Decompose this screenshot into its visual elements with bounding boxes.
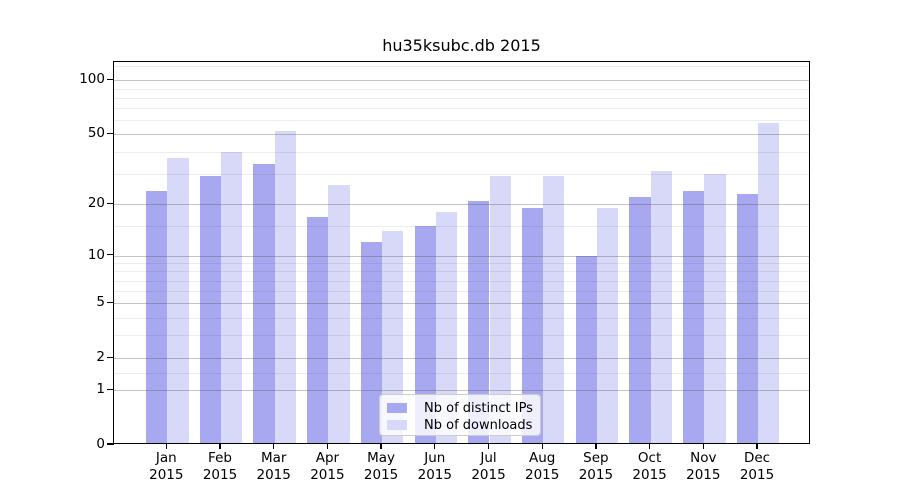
- bar-distinct-ips-may: [360, 242, 383, 443]
- bar-distinct-ips-feb: [199, 176, 221, 443]
- x-tick-label-nov: Nov 2015: [686, 450, 721, 483]
- x-tick-label-aug: Aug 2015: [525, 450, 560, 483]
- y-tick-label: 10: [87, 246, 105, 263]
- bar-distinct-ips-jun: [414, 225, 436, 443]
- legend-label: Nb of distinct IPs: [424, 400, 533, 416]
- legend-swatch-downloads: [387, 420, 407, 430]
- y-tick-label: 1: [96, 381, 105, 398]
- minor-gridline: [114, 97, 809, 99]
- minor-gridline: [114, 66, 809, 68]
- x-tick-mark: [434, 444, 436, 449]
- x-tick-label-mar: Mar 2015: [256, 450, 291, 483]
- x-tick-mark: [541, 444, 543, 449]
- bar-distinct-ips-oct: [629, 197, 651, 443]
- x-tick-mark: [380, 444, 382, 449]
- bar-downloads-jun: [435, 212, 458, 443]
- legend-item-distinct-ips: Nb of distinct IPs: [387, 400, 533, 416]
- bar-distinct-ips-jul: [468, 200, 490, 443]
- legend-item-downloads: Nb of downloads: [387, 417, 533, 433]
- y-tick-label: 100: [79, 71, 105, 88]
- x-tick-label-dec: Dec 2015: [739, 450, 775, 483]
- bar-downloads-sep: [596, 208, 619, 443]
- x-tick-mark: [219, 444, 221, 449]
- x-tick-label-may: May 2015: [363, 450, 399, 483]
- x-tick-label-apr: Apr 2015: [310, 450, 345, 483]
- bar-downloads-jul: [489, 176, 511, 443]
- bar-distinct-ips-sep: [575, 255, 597, 443]
- bar-distinct-ips-aug: [521, 208, 544, 443]
- y-tick-mark: [106, 78, 114, 81]
- legend: Nb of distinct IPs Nb of downloads: [379, 394, 541, 436]
- bar-downloads-feb: [221, 151, 243, 443]
- bar-downloads-mar: [274, 131, 296, 443]
- y-tick-label: 0: [96, 436, 105, 452]
- bar-distinct-ips-nov: [683, 190, 705, 443]
- y-tick-label: 2: [96, 349, 105, 366]
- legend-label: Nb of downloads: [424, 417, 533, 433]
- x-tick-label-oct: Oct 2015: [632, 450, 667, 483]
- x-tick-mark: [273, 444, 275, 449]
- minor-gridline: [114, 108, 809, 110]
- x-tick-label-feb: Feb 2015: [202, 450, 238, 483]
- bar-downloads-dec: [758, 122, 780, 443]
- minor-gridline: [114, 120, 809, 122]
- plot-inner: [114, 62, 809, 443]
- bar-downloads-may: [382, 231, 404, 443]
- x-tick-label-sep: Sep 2015: [578, 450, 614, 483]
- bar-downloads-nov: [704, 173, 726, 443]
- y-tick-label: 50: [87, 125, 105, 142]
- bar-downloads-oct: [650, 171, 672, 443]
- y-tick-mark: [106, 301, 114, 304]
- minor-gridline: [114, 151, 809, 153]
- plot-area: [113, 61, 810, 444]
- major-gridline: [114, 80, 809, 82]
- x-tick-mark: [326, 444, 329, 449]
- x-tick-label-jan: Jan 2015: [149, 450, 184, 483]
- x-tick-mark: [165, 444, 167, 449]
- major-gridline: [114, 134, 809, 136]
- x-tick-mark: [756, 444, 758, 449]
- x-tick-mark: [648, 444, 651, 449]
- bar-downloads-apr: [328, 184, 350, 443]
- y-tick-label: 20: [87, 195, 105, 212]
- y-tick-mark: [106, 253, 114, 256]
- bar-downloads-aug: [543, 176, 565, 443]
- bar-distinct-ips-jan: [146, 190, 168, 443]
- y-tick-mark: [106, 132, 114, 135]
- legend-swatch-distinct-ips: [387, 403, 407, 413]
- bar-distinct-ips-mar: [253, 164, 275, 443]
- y-tick-mark: [106, 443, 114, 445]
- y-tick-mark: [106, 356, 114, 358]
- bar-distinct-ips-dec: [736, 193, 758, 443]
- x-tick-mark: [487, 444, 490, 449]
- y-tick-label: 5: [96, 294, 105, 311]
- bar-downloads-jan: [167, 157, 189, 443]
- x-tick-mark: [702, 444, 704, 449]
- x-tick-mark: [595, 444, 597, 449]
- x-tick-label-jul: Jul 2015: [471, 450, 506, 483]
- x-tick-label-jun: Jun 2015: [417, 450, 452, 483]
- y-tick-mark: [106, 388, 114, 390]
- minor-gridline: [114, 88, 809, 90]
- chart-title: hu35ksubc.db 2015: [382, 36, 541, 55]
- y-tick-mark: [106, 202, 114, 205]
- bar-distinct-ips-apr: [307, 216, 329, 443]
